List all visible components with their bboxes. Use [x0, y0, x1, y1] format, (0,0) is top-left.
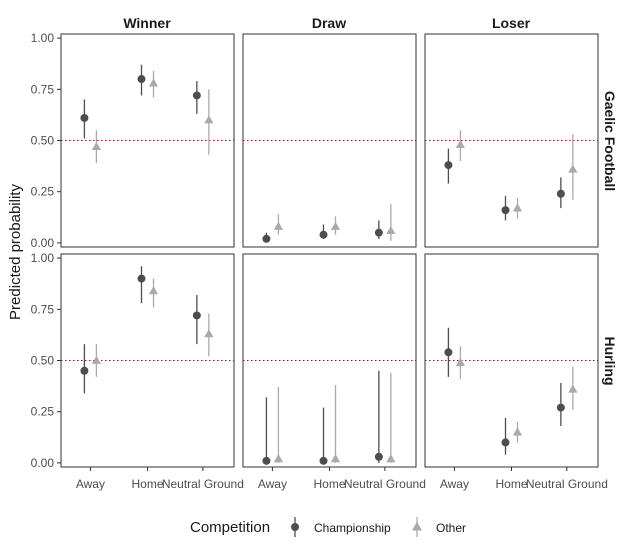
panel-hurling-draw-championship-neutral-ground-point — [374, 452, 383, 461]
legend-key-other-point — [412, 521, 422, 531]
x-tick-label-winner-home: Home — [131, 477, 163, 491]
y-tick-label-row2-0-25: 0.25 — [31, 405, 55, 419]
panel-hurling-winner-other-neutral-ground-point — [204, 329, 214, 338]
panel-gaelic-football-loser-championship-home-point — [501, 206, 510, 215]
panel-hurling-loser — [424, 253, 599, 468]
panel-gaelic-football-draw-frame — [242, 33, 417, 248]
legend-label-championship: Championship — [314, 521, 391, 535]
column-title-loser: Loser — [492, 15, 531, 31]
panel-hurling-winner — [60, 253, 235, 468]
x-tick-label-winner-away: Away — [76, 477, 105, 491]
panel-gaelic-football-loser-championship-neutral-ground-point — [556, 189, 565, 198]
panel-gaelic-football-draw-other-neutral-ground-point — [386, 225, 396, 235]
y-tick-label-row1-1-00: 1.00 — [31, 31, 55, 45]
panel-gaelic-football-loser-other-neutral-ground-point — [568, 164, 578, 173]
panel-hurling-winner-frame — [60, 253, 235, 468]
panel-gaelic-football-loser-championship-away-point — [444, 161, 453, 170]
panel-hurling-loser-other-neutral-ground-point — [568, 384, 578, 393]
y-tick-label-row2-0-00: 0.00 — [31, 456, 55, 470]
panel-gaelic-football-winner-frame — [60, 33, 235, 248]
panel-gaelic-football-draw-other-home-point — [330, 221, 341, 230]
row-title-gaelic-football: Gaelic Football — [602, 91, 618, 191]
row-title-hurling: Hurling — [602, 337, 618, 386]
panel-hurling-draw — [242, 253, 417, 468]
panel-gaelic-football-draw-championship-home-point — [319, 230, 328, 239]
y-tick-label-row2-0-75: 0.75 — [31, 302, 55, 316]
x-tick-label-draw-neutral-ground: Neutral Ground — [344, 477, 426, 491]
panel-hurling-loser-frame — [424, 253, 599, 468]
panel-hurling-draw-frame — [242, 253, 417, 468]
y-tick-label-row2-0-50: 0.50 — [31, 354, 55, 368]
panel-gaelic-football-draw — [242, 33, 417, 248]
panel-gaelic-football-draw-other-away-point — [273, 221, 284, 230]
y-tick-label-row1-0-00: 0.00 — [31, 236, 55, 250]
legend-key-championship-point — [291, 523, 299, 531]
panel-hurling-draw-other-home-point — [330, 454, 341, 463]
column-title-draw: Draw — [312, 15, 346, 31]
panels-group — [60, 33, 599, 468]
panel-gaelic-football-loser-other-away-point — [455, 139, 466, 148]
panel-hurling-draw-other-neutral-ground-point — [386, 454, 396, 463]
panel-gaelic-football-loser-other-home-point — [512, 203, 523, 212]
panel-hurling-loser-other-away-point — [455, 357, 466, 366]
y-tick-label-row1-0-50: 0.50 — [31, 134, 55, 148]
panel-hurling-draw-championship-away-point — [262, 456, 271, 465]
y-axes-group: 0.00 0.00 0.25 0.25 0.50 0.50 0.75 0.75 1.00 1.00 — [31, 31, 61, 470]
panel-hurling-draw-championship-home-point — [319, 456, 328, 465]
panel-gaelic-football-loser-frame — [424, 33, 599, 248]
panel-hurling-winner-other-home-point — [148, 286, 159, 295]
panel-hurling-loser-championship-neutral-ground-point — [556, 403, 565, 412]
x-tick-label-loser-away: Away — [440, 477, 469, 491]
panel-gaelic-football-draw-championship-away-point — [262, 234, 271, 243]
y-tick-label-row1-0-75: 0.75 — [31, 82, 55, 96]
y-tick-label-row1-0-25: 0.25 — [31, 185, 55, 199]
panel-hurling-winner-championship-away-point — [80, 366, 89, 375]
panel-gaelic-football-draw-championship-neutral-ground-point — [374, 228, 383, 237]
legend-title: Competition — [190, 519, 270, 536]
panel-gaelic-football-winner — [60, 33, 235, 248]
column-title-winner: Winner — [123, 15, 171, 31]
x-tick-label-loser-neutral-ground: Neutral Ground — [526, 477, 608, 491]
panel-hurling-loser-other-home-point — [512, 427, 523, 436]
panel-hurling-winner-championship-neutral-ground-point — [192, 311, 201, 320]
legend: Competition Championship Other — [190, 517, 466, 537]
panel-gaelic-football-winner-championship-neutral-ground-point — [192, 91, 201, 100]
legend-label-other: Other — [436, 521, 466, 535]
panel-gaelic-football-winner-championship-away-point — [80, 113, 89, 122]
panel-gaelic-football-loser — [424, 33, 599, 248]
panel-gaelic-football-winner-championship-home-point — [137, 75, 146, 84]
panel-gaelic-football-winner-other-away-point — [91, 141, 102, 151]
y-axis-title: Predicted probability — [7, 184, 24, 320]
panel-hurling-loser-championship-away-point — [444, 348, 453, 357]
x-tick-label-draw-away: Away — [258, 477, 287, 491]
panel-gaelic-football-winner-other-neutral-ground-point — [204, 115, 214, 124]
panel-hurling-winner-other-away-point — [91, 355, 102, 364]
panel-hurling-winner-championship-home-point — [137, 274, 146, 283]
x-tick-label-winner-neutral-ground: Neutral Ground — [162, 477, 244, 491]
x-tick-label-loser-home: Home — [495, 477, 527, 491]
panel-hurling-draw-other-away-point — [273, 454, 284, 463]
y-tick-label-row2-1-00: 1.00 — [31, 251, 55, 265]
panel-gaelic-football-winner-other-home-point — [148, 78, 159, 87]
x-tick-label-draw-home: Home — [313, 477, 345, 491]
panel-hurling-loser-championship-home-point — [501, 438, 510, 447]
